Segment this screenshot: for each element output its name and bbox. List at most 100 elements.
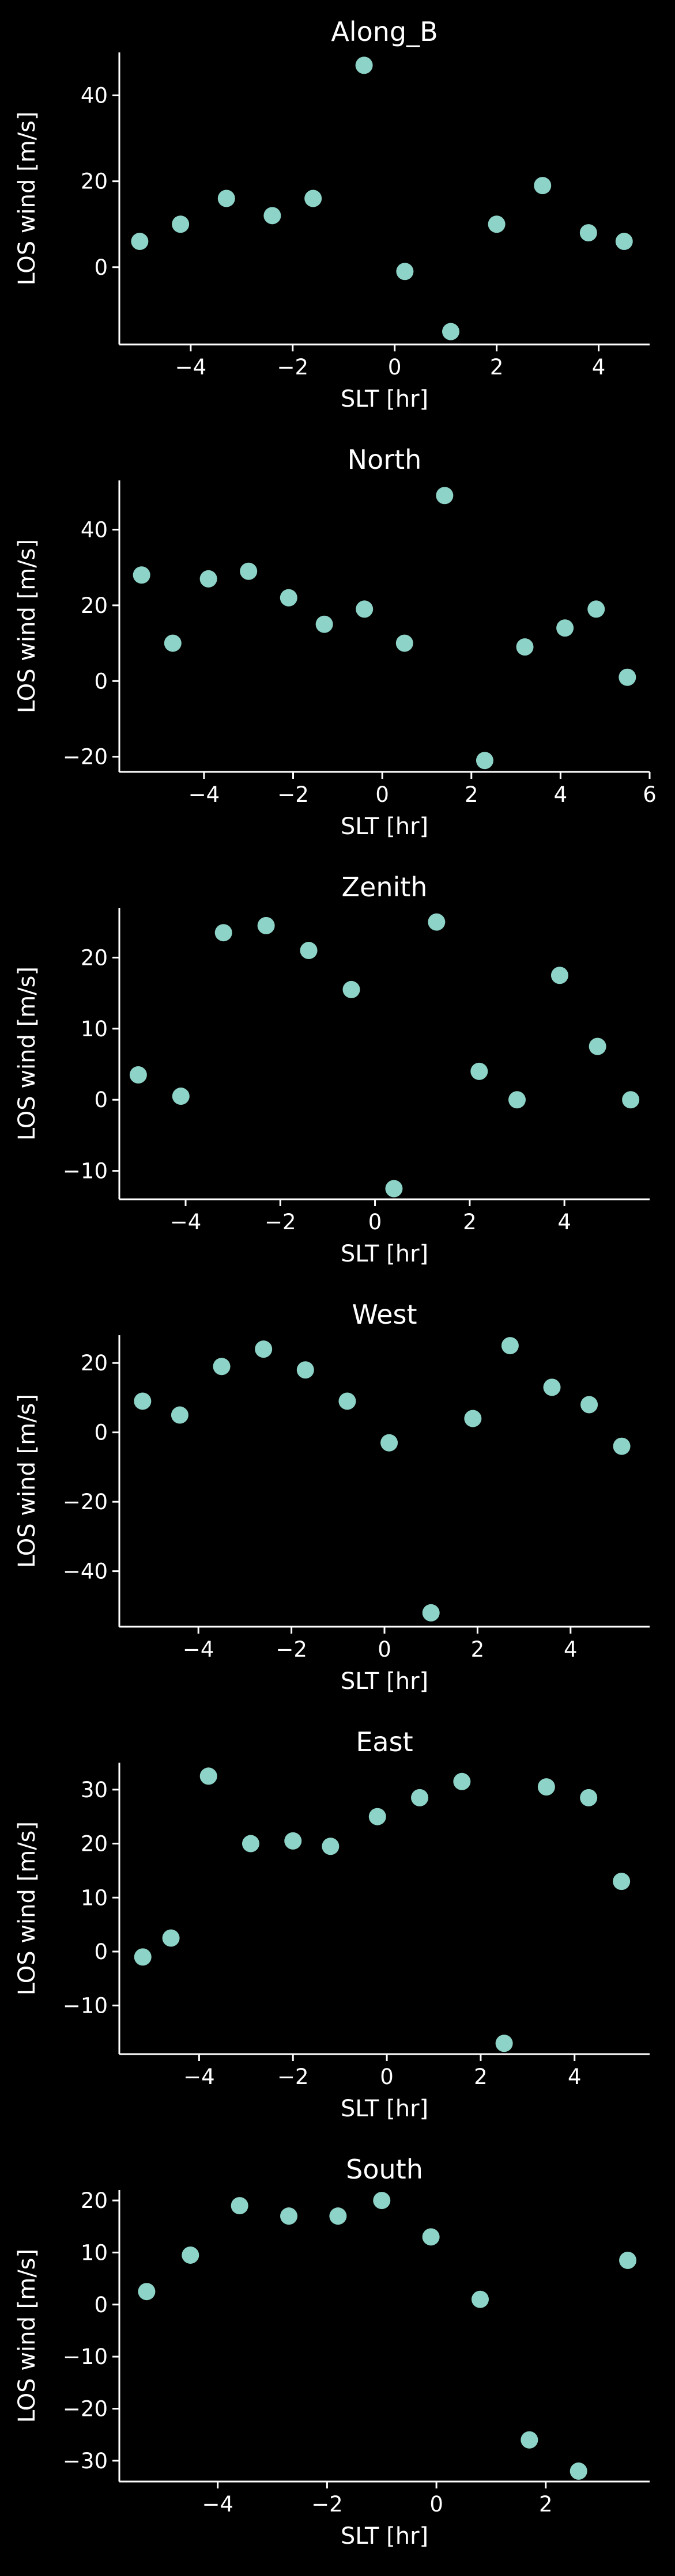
data-point bbox=[242, 1835, 259, 1853]
data-point bbox=[464, 1410, 482, 1427]
data-point bbox=[550, 967, 568, 984]
data-point bbox=[231, 2197, 248, 2215]
data-point bbox=[579, 224, 597, 242]
data-point bbox=[501, 1337, 519, 1355]
y-tick-label: −30 bbox=[63, 2449, 108, 2473]
data-point bbox=[199, 1767, 217, 1785]
data-point bbox=[589, 1037, 606, 1055]
y-tick-label: 40 bbox=[81, 84, 108, 108]
x-tick-label: 4 bbox=[592, 355, 606, 380]
x-tick-label: 4 bbox=[557, 1210, 571, 1234]
y-tick-label: 0 bbox=[94, 1088, 108, 1112]
data-point bbox=[304, 190, 322, 207]
x-axis-label: SLT [hr] bbox=[341, 2523, 428, 2550]
y-tick-label: −20 bbox=[63, 1490, 108, 1514]
x-tick-label: 4 bbox=[568, 2064, 582, 2089]
data-point bbox=[355, 56, 373, 74]
y-tick-label: 0 bbox=[94, 669, 108, 694]
x-tick-label: 4 bbox=[564, 1637, 578, 1662]
data-point bbox=[537, 1778, 555, 1796]
data-point bbox=[131, 233, 149, 251]
data-point bbox=[380, 1434, 398, 1452]
y-tick-label: −20 bbox=[63, 745, 108, 770]
data-point bbox=[570, 2462, 587, 2480]
x-tick-label: 2 bbox=[474, 2064, 488, 2089]
data-point bbox=[342, 980, 360, 998]
y-axis-label: LOS wind [m/s] bbox=[14, 2249, 40, 2423]
y-tick-label: 0 bbox=[94, 1939, 108, 1964]
x-tick-label: 0 bbox=[378, 1637, 391, 1662]
panel-zenith: Zenith −4 −2 0 2 4 −10 0 10 20 SLT [hr] LOS wind [m… bbox=[14, 872, 650, 1267]
data-point bbox=[322, 1838, 340, 1855]
data-point bbox=[385, 1180, 403, 1198]
data-point bbox=[411, 1789, 429, 1806]
y-tick-label: 20 bbox=[81, 945, 108, 970]
y-axis-label: LOS wind [m/s] bbox=[14, 1394, 40, 1568]
data-point bbox=[368, 1808, 386, 1825]
y-tick-label: −10 bbox=[63, 1159, 108, 1184]
data-point bbox=[134, 1948, 152, 1966]
y-axis-label: LOS wind [m/s] bbox=[14, 539, 40, 713]
data-point bbox=[422, 1604, 440, 1622]
x-tick-label: 0 bbox=[429, 2492, 443, 2517]
data-point bbox=[164, 634, 182, 652]
data-point bbox=[516, 638, 534, 656]
x-tick-label: −2 bbox=[265, 1210, 296, 1234]
data-point bbox=[396, 263, 414, 281]
data-point bbox=[556, 619, 574, 637]
y-tick-label: −40 bbox=[63, 1559, 108, 1584]
x-tick-label: 6 bbox=[643, 782, 657, 807]
data-point bbox=[470, 1062, 488, 1080]
x-tick-label: −4 bbox=[183, 2064, 215, 2089]
x-tick-label: −2 bbox=[277, 2064, 309, 2089]
data-point bbox=[296, 1361, 314, 1379]
data-point bbox=[217, 190, 235, 207]
x-tick-label: 0 bbox=[388, 355, 402, 380]
y-axis-label: LOS wind [m/s] bbox=[14, 1821, 40, 1995]
data-point bbox=[495, 2035, 513, 2052]
data-point bbox=[521, 2431, 538, 2449]
data-point bbox=[171, 1406, 188, 1424]
x-tick-label: −2 bbox=[277, 355, 308, 380]
data-point bbox=[300, 942, 318, 960]
x-tick-label: 0 bbox=[375, 782, 389, 807]
y-tick-label: −20 bbox=[63, 2397, 108, 2422]
x-tick-label: −2 bbox=[276, 1637, 307, 1662]
data-point bbox=[373, 2192, 391, 2210]
x-axis-label: SLT [hr] bbox=[341, 1668, 428, 1695]
y-tick-label: 20 bbox=[81, 2188, 108, 2213]
x-tick-label: −4 bbox=[170, 1210, 202, 1234]
data-point bbox=[133, 566, 150, 584]
x-tick-label: 2 bbox=[463, 1210, 477, 1234]
data-point bbox=[580, 1396, 598, 1414]
x-tick-label: 2 bbox=[471, 1637, 485, 1662]
x-tick-label: −4 bbox=[183, 1637, 214, 1662]
data-point bbox=[257, 916, 275, 934]
data-point bbox=[619, 668, 636, 686]
data-point bbox=[138, 2283, 156, 2301]
y-tick-label: 20 bbox=[81, 169, 108, 194]
panel-east: East −4 −2 0 2 4 −10 0 10 20 30 SLT [hr] LOS wind [m… bbox=[14, 1726, 650, 2122]
x-tick-label: 2 bbox=[490, 355, 504, 380]
data-point bbox=[428, 913, 446, 931]
data-point bbox=[240, 562, 258, 580]
x-axis-label: SLT [hr] bbox=[341, 386, 428, 412]
data-point bbox=[255, 1340, 273, 1358]
data-point bbox=[263, 207, 281, 225]
data-point bbox=[436, 487, 454, 505]
data-point bbox=[453, 1772, 471, 1790]
y-tick-label: 40 bbox=[81, 517, 108, 542]
data-point bbox=[129, 1066, 147, 1084]
data-point bbox=[338, 1392, 356, 1410]
x-tick-label: −2 bbox=[311, 2492, 343, 2517]
y-tick-label: 0 bbox=[94, 1420, 108, 1445]
data-point bbox=[315, 615, 333, 633]
x-tick-label: 4 bbox=[554, 782, 568, 807]
data-point bbox=[356, 600, 374, 618]
data-point bbox=[471, 2290, 489, 2308]
data-point bbox=[587, 600, 605, 618]
data-point bbox=[488, 215, 506, 233]
